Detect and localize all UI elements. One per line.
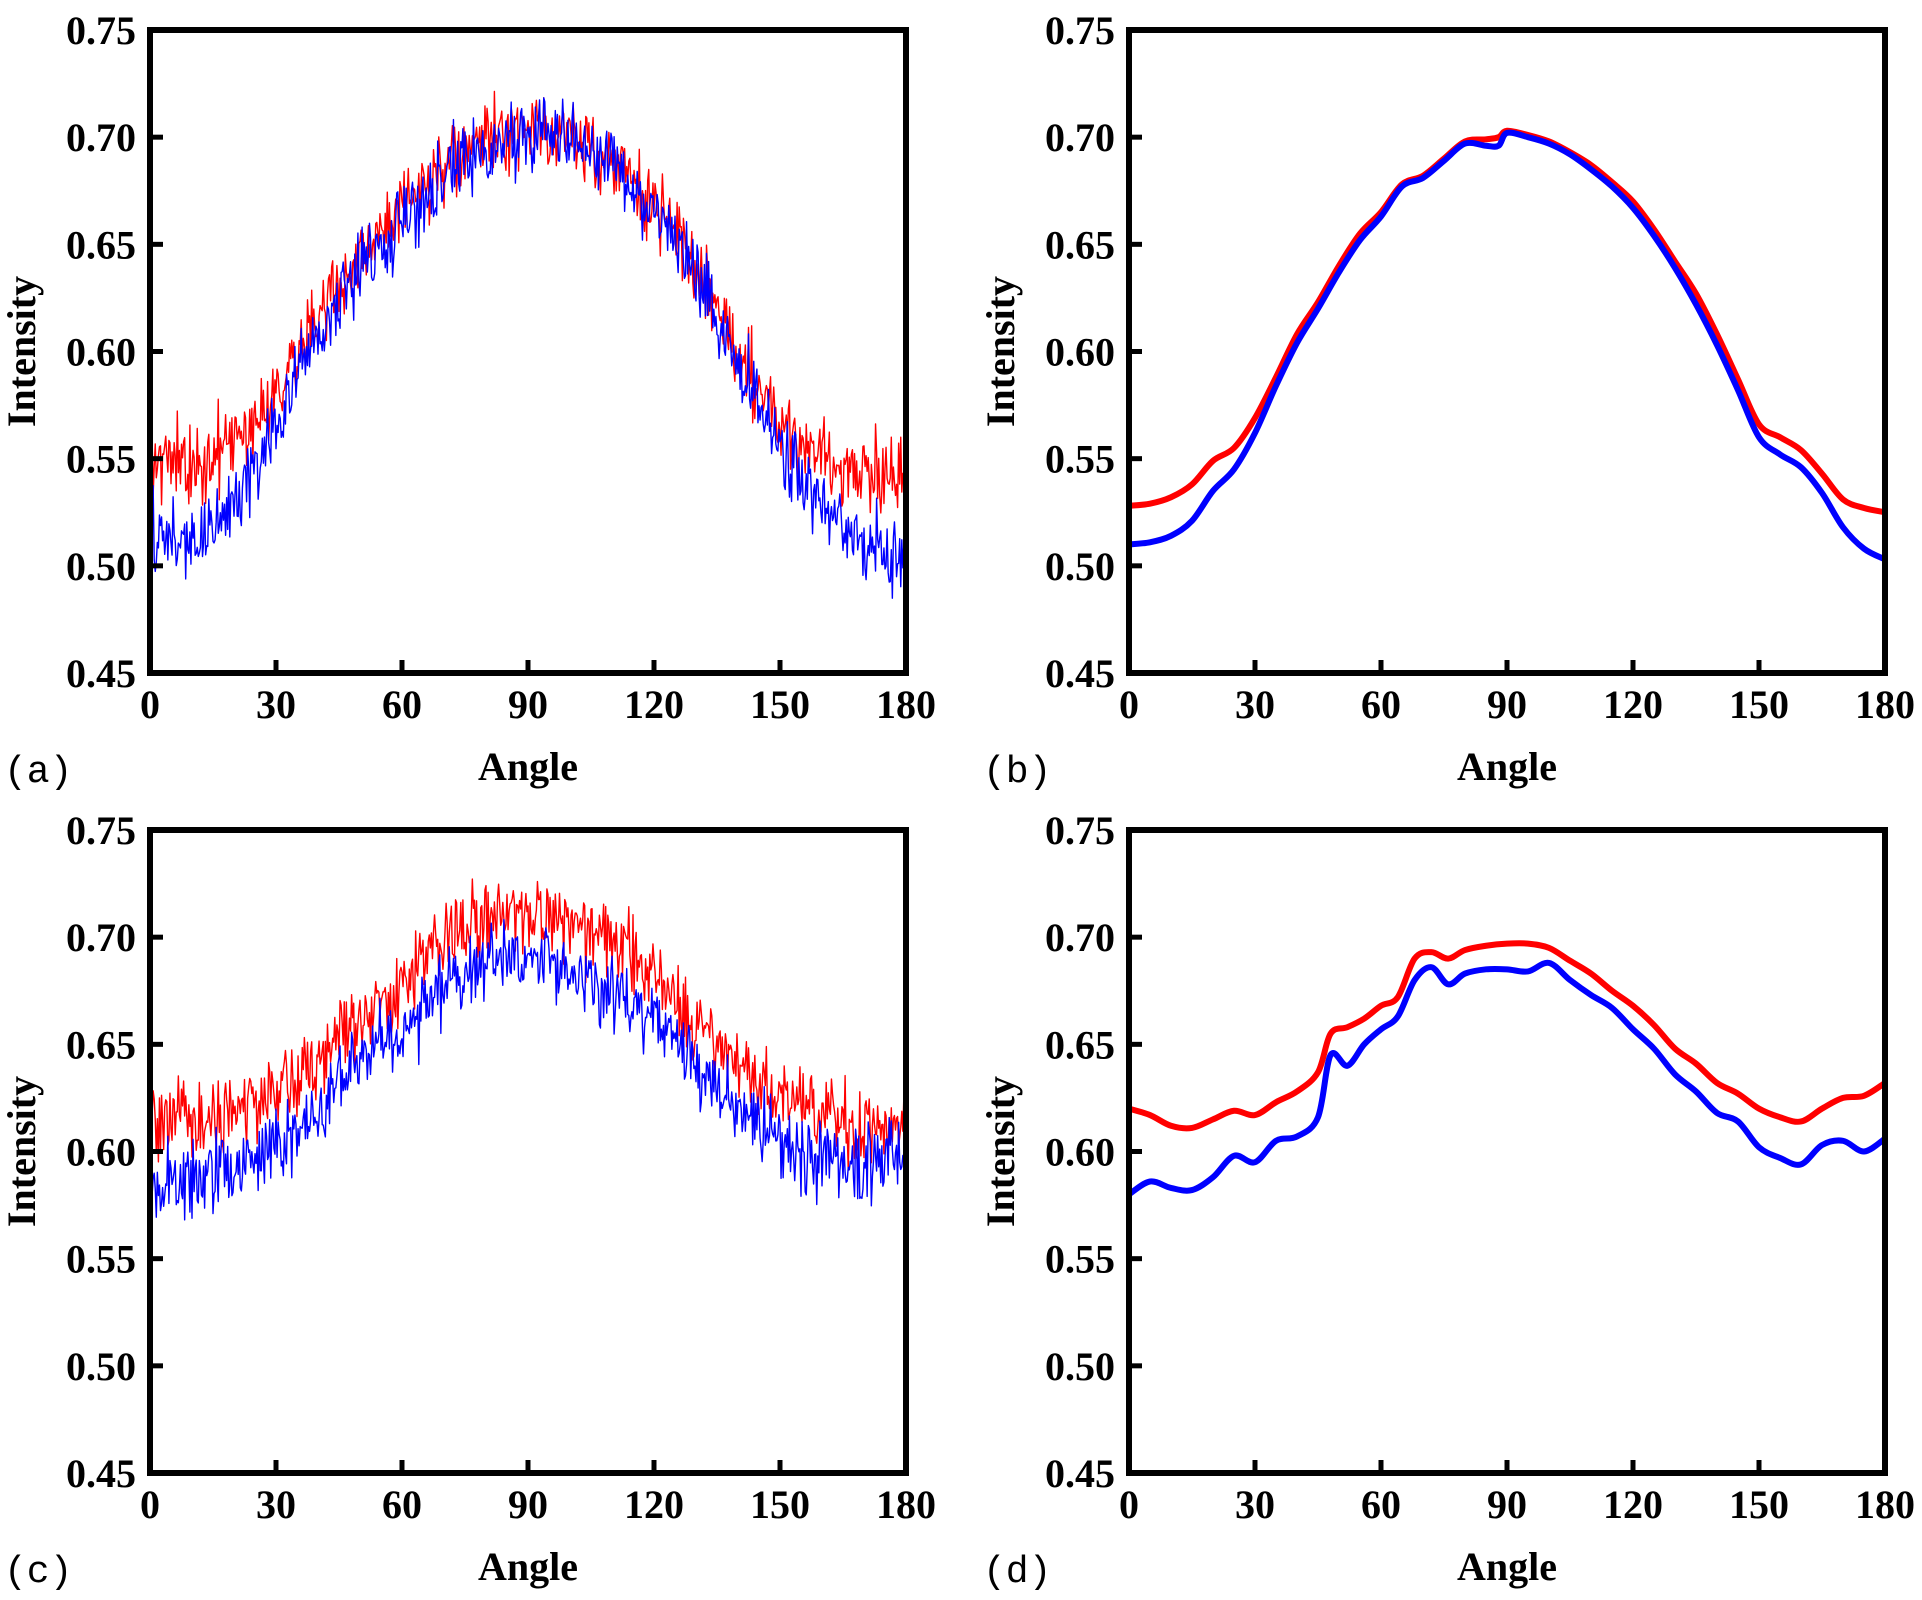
x-tick-label: 180 <box>876 682 936 727</box>
y-tick-label: 0.60 <box>1045 1130 1115 1175</box>
x-tick-label: 30 <box>256 1482 296 1527</box>
x-tick-label: 0 <box>140 1482 160 1527</box>
y-tick-label: 0.75 <box>1045 808 1115 853</box>
plot-frame <box>1126 27 1888 676</box>
y-tick-label: 0.75 <box>66 808 136 853</box>
x-tick-label: 60 <box>382 682 422 727</box>
x-tick-label: 180 <box>876 1482 936 1527</box>
x-tick-label: 90 <box>508 1482 548 1527</box>
x-tick-label: 0 <box>1119 682 1139 727</box>
x-tick-label: 60 <box>1361 1482 1401 1527</box>
y-axis-title: Intensity <box>0 276 44 427</box>
y-tick-label: 0.50 <box>1045 1344 1115 1389</box>
chart-panel-3: 0 30 60 90 120 150 180 0.45 0.50 0.55 0.60 0.65 0.70… <box>0 808 936 1594</box>
y-tick-label: 0.50 <box>66 544 136 589</box>
x-tick-label: 180 <box>1855 682 1915 727</box>
y-tick-label: 0.65 <box>1045 1022 1115 1067</box>
y-tick-label: 0.65 <box>1045 222 1115 267</box>
x-tick-label: 90 <box>1487 1482 1527 1527</box>
panel-label: (d) <box>983 1551 1051 1594</box>
x-tick-label: 120 <box>624 682 684 727</box>
y-tick-label: 0.45 <box>66 1451 136 1496</box>
plot-area <box>150 878 906 1221</box>
x-tick-label: 90 <box>1487 682 1527 727</box>
y-tick-label: 0.55 <box>1045 437 1115 482</box>
x-tick-label: 60 <box>1361 682 1401 727</box>
y-tick-label: 0.60 <box>66 1130 136 1175</box>
y-axis-title: Intensity <box>978 1076 1023 1227</box>
y-tick-label: 0.50 <box>66 1344 136 1389</box>
x-axis-title: Angle <box>478 744 578 789</box>
panel-label: (a) <box>4 751 72 794</box>
y-tick-label: 0.70 <box>66 915 136 960</box>
y-tick-label: 0.60 <box>1045 330 1115 375</box>
x-tick-label: 60 <box>382 1482 422 1527</box>
chart-panel-1: 0 30 60 90 120 150 180 0.45 0.50 0.55 0.60 0.65 0.70… <box>0 8 936 794</box>
x-tick-label: 150 <box>1729 1482 1789 1527</box>
y-tick-label: 0.70 <box>66 115 136 160</box>
x-axis-title: Angle <box>1457 744 1557 789</box>
y-tick-label: 0.55 <box>1045 1237 1115 1282</box>
series-line-2 <box>1129 129 1885 563</box>
y-tick-label: 0.70 <box>1045 915 1115 960</box>
series-line-1 <box>150 878 906 1171</box>
x-tick-label: 180 <box>1855 1482 1915 1527</box>
y-tick-label: 0.45 <box>1045 1451 1115 1496</box>
y-tick-label: 0.65 <box>66 1022 136 1067</box>
x-tick-label: 120 <box>1603 682 1663 727</box>
chart-panel-4: 0 30 60 90 120 150 180 0.45 0.50 0.55 0.60 0.65 0.70… <box>978 808 1915 1594</box>
y-axis-title: Intensity <box>978 276 1023 427</box>
x-tick-label: 120 <box>624 1482 684 1527</box>
x-tick-label: 0 <box>140 682 160 727</box>
series-line-2 <box>150 97 906 599</box>
y-tick-label: 0.55 <box>66 1237 136 1282</box>
chart-panel-2: 0 30 60 90 120 150 180 0.45 0.50 0.55 0.60 0.65 0.70… <box>978 8 1915 794</box>
x-tick-label: 90 <box>508 682 548 727</box>
panel-label: (c) <box>4 1551 72 1594</box>
y-axis-title: Intensity <box>0 1076 44 1227</box>
y-tick-label: 0.70 <box>1045 115 1115 160</box>
series-line-1 <box>1129 940 1885 1132</box>
x-tick-label: 0 <box>1119 1482 1139 1527</box>
x-tick-label: 150 <box>750 1482 810 1527</box>
plot-area <box>1129 940 1885 1198</box>
y-tick-label: 0.60 <box>66 330 136 375</box>
series-line-1 <box>150 90 906 514</box>
x-tick-label: 150 <box>1729 682 1789 727</box>
plot-area <box>150 90 906 599</box>
x-tick-label: 30 <box>1235 682 1275 727</box>
x-tick-label: 150 <box>750 682 810 727</box>
x-axis-title: Angle <box>478 1544 578 1589</box>
x-axis-title: Angle <box>1457 1544 1557 1589</box>
plot-area <box>1129 127 1885 563</box>
series-line-2 <box>150 918 906 1221</box>
x-tick-label: 30 <box>1235 1482 1275 1527</box>
series-line-2 <box>1129 959 1885 1198</box>
y-tick-label: 0.75 <box>1045 8 1115 53</box>
panel-label: (b) <box>983 751 1051 794</box>
y-tick-label: 0.75 <box>66 8 136 53</box>
y-tick-label: 0.55 <box>66 437 136 482</box>
y-tick-label: 0.45 <box>1045 651 1115 696</box>
y-tick-label: 0.65 <box>66 222 136 267</box>
y-tick-label: 0.50 <box>1045 544 1115 589</box>
x-tick-label: 30 <box>256 682 296 727</box>
x-tick-label: 120 <box>1603 1482 1663 1527</box>
y-tick-label: 0.45 <box>66 651 136 696</box>
